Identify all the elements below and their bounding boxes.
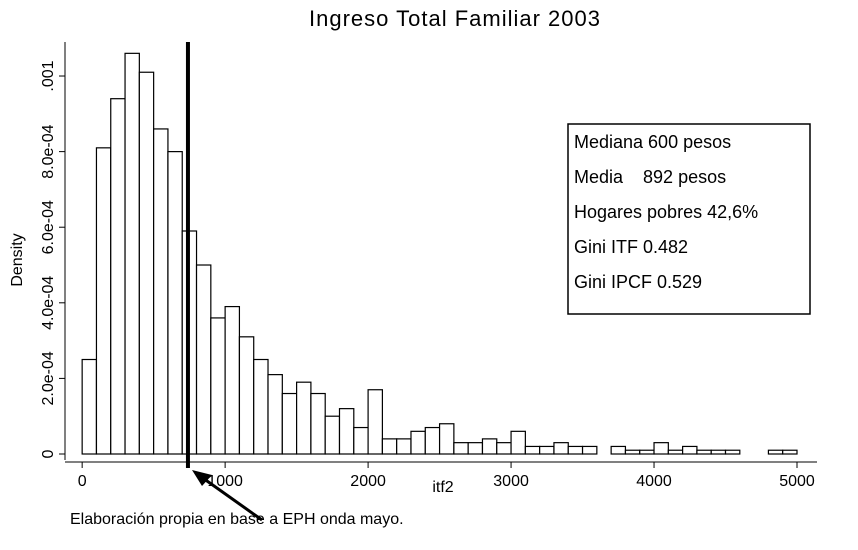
bar (610, 445, 627, 455)
x-tick-label: 0 (78, 473, 87, 490)
y-axis-label: Density (9, 233, 26, 286)
x-tick-label: 4000 (636, 473, 672, 490)
bar (510, 430, 526, 455)
bar (195, 264, 212, 455)
bar (624, 449, 641, 455)
bar (153, 128, 169, 455)
bar (410, 430, 426, 455)
bar (253, 358, 269, 455)
bar (424, 426, 441, 455)
y-tick-label: 4.0e-04 (40, 276, 57, 330)
bar (438, 423, 455, 455)
bar (653, 442, 669, 455)
bar (667, 449, 684, 455)
bar (95, 147, 112, 455)
x-tick-label: 2000 (350, 473, 386, 490)
stats-line: Gini ITF 0.482 (574, 237, 688, 257)
bar (639, 449, 655, 455)
bar (110, 98, 126, 455)
bar (539, 445, 555, 455)
bar (224, 305, 241, 455)
bar (553, 442, 569, 455)
bar (138, 71, 155, 455)
bar (453, 442, 469, 455)
bar (367, 389, 383, 455)
bar (338, 408, 355, 455)
bar (210, 317, 226, 455)
stats-line: Media 892 pesos (574, 167, 726, 187)
bar (238, 336, 255, 455)
bar (567, 445, 584, 455)
bar (310, 392, 326, 455)
bar (467, 442, 484, 455)
y-tick-label: 2.0e-04 (40, 351, 57, 405)
stats-line: Gini IPCF 0.529 (574, 272, 702, 292)
chart-title: Ingreso Total Familiar 2003 (309, 6, 601, 31)
bar (581, 445, 598, 455)
stats-line: Hogares pobres 42,6% (574, 202, 758, 222)
bar (281, 392, 298, 455)
bar (396, 438, 412, 455)
x-axis-label: itf2 (432, 479, 453, 496)
source-note: Elaboración propia en base a EPH onda ma… (70, 511, 404, 528)
bar (682, 445, 698, 455)
y-tick-label: 6.0e-04 (40, 200, 57, 254)
stats-line: Mediana 600 pesos (574, 132, 731, 152)
y-tick-label: 0 (40, 449, 57, 458)
bar (124, 52, 140, 455)
bar (782, 449, 798, 455)
bar (481, 438, 498, 455)
y-tick-label: .001 (40, 60, 57, 91)
x-tick-label: 1000 (207, 473, 243, 490)
bar (724, 449, 741, 455)
bar (381, 438, 398, 455)
bar (696, 449, 712, 455)
arrow-head (192, 470, 212, 486)
bar (267, 374, 283, 455)
x-tick-label: 5000 (779, 473, 815, 490)
arrow (199, 474, 263, 522)
y-tick-label: 8.0e-04 (40, 124, 57, 178)
bar (81, 358, 98, 455)
bar (296, 381, 312, 455)
bar (324, 415, 341, 455)
bar (353, 426, 369, 455)
bar (496, 442, 512, 455)
bar (767, 449, 784, 455)
bar (167, 151, 183, 455)
x-tick-label: 3000 (493, 473, 529, 490)
stats-box (567, 123, 811, 315)
bar (524, 445, 541, 455)
bar (710, 449, 727, 455)
